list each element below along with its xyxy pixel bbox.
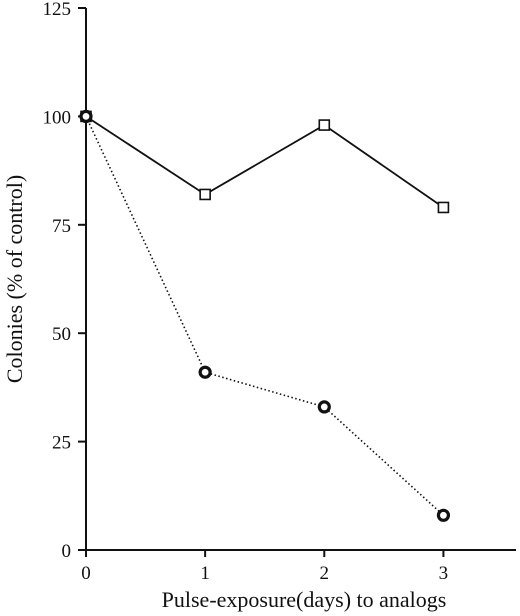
series-line	[85, 115, 444, 209]
x-tick-label: 3	[439, 563, 449, 584]
series-line	[85, 116, 444, 516]
circle-marker	[79, 109, 93, 124]
y-tick-label: 100	[43, 107, 72, 128]
circle-marker	[436, 508, 451, 522]
y-axis-title: Colonies (% of control)	[2, 175, 27, 383]
x-axis-title: Pulse-exposure(days) to analogs	[162, 587, 447, 612]
y-tick-label: 25	[52, 433, 71, 454]
ticks: 0 25 50 75 100 125 0 1 2 3	[43, 0, 449, 584]
y-tick-label: 50	[52, 324, 71, 345]
series-1	[80, 110, 450, 214]
x-tick-label: 0	[81, 563, 91, 584]
series-2	[79, 109, 451, 522]
x-tick-label: 2	[320, 563, 330, 584]
y-tick-label: 75	[52, 216, 71, 237]
circle-marker	[317, 400, 331, 414]
square-marker	[318, 119, 331, 131]
y-tick-label: 0	[62, 541, 72, 562]
circle-marker	[198, 365, 212, 379]
series-layer	[79, 109, 451, 522]
square-marker	[437, 201, 450, 214]
square-marker	[199, 188, 211, 201]
x-tick-label: 1	[200, 563, 210, 584]
axes	[85, 8, 516, 551]
y-tick-label: 125	[43, 0, 72, 20]
